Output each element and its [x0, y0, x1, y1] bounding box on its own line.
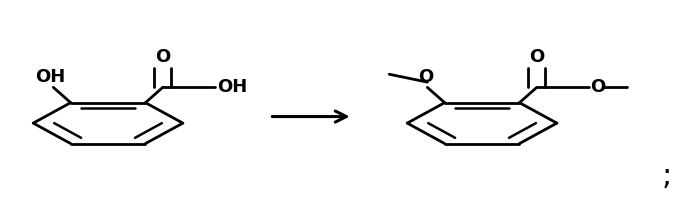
Text: O: O: [529, 48, 544, 66]
Text: O: O: [155, 48, 171, 66]
Text: O: O: [418, 68, 434, 86]
Text: OH: OH: [217, 78, 247, 96]
Text: ;: ;: [662, 161, 672, 190]
Text: O: O: [590, 78, 605, 96]
Text: OH: OH: [35, 68, 65, 86]
